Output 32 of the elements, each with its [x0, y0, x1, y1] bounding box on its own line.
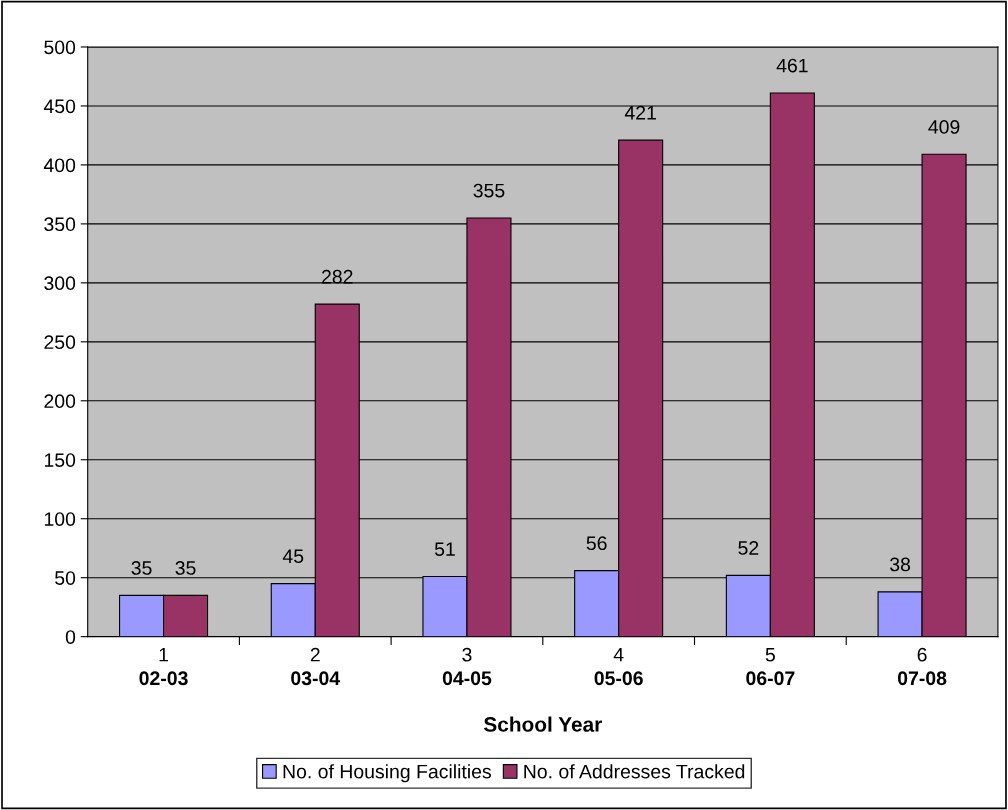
y-tick-label: 50 — [55, 571, 76, 585]
y-tick-label: 200 — [44, 394, 76, 409]
data-label: 355 — [473, 183, 505, 198]
x-tick-label: 4 05-06 — [594, 647, 643, 686]
y-tick-label: 0 — [65, 630, 76, 644]
legend-label: No. of Housing Facilities — [283, 764, 491, 783]
data-label: 35 — [175, 561, 196, 575]
x-tick-label: 1 02-03 — [139, 647, 188, 686]
y-tick-label: 400 — [43, 158, 76, 173]
y-tick-label: 500 — [44, 40, 76, 55]
data-label: 409 — [928, 120, 960, 134]
data-label: 461 — [776, 58, 808, 73]
y-tick-label: 100 — [44, 512, 76, 526]
data-label: 421 — [624, 105, 656, 120]
x-tick-label: 5 06-07 — [746, 647, 795, 686]
y-tick-label: 250 — [44, 335, 76, 350]
data-label: 51 — [434, 542, 455, 556]
data-label: 52 — [738, 541, 759, 555]
y-tick-label: 450 — [43, 99, 76, 114]
data-label: 45 — [282, 549, 304, 564]
y-tick-label: 300 — [44, 276, 76, 291]
x-axis-title: School Year — [483, 716, 602, 732]
x-tick-label: 6 07-08 — [897, 647, 947, 686]
data-label: 56 — [586, 536, 607, 551]
data-label: 35 — [131, 561, 152, 575]
legend-label: No. of Addresses Tracked — [524, 764, 745, 779]
x-tick-label: 3 04-05 — [442, 647, 492, 686]
data-label: 282 — [322, 269, 353, 284]
data-label: 38 — [890, 557, 911, 572]
y-tick-label: 350 — [44, 217, 76, 232]
x-tick-label: 2 03-04 — [291, 647, 341, 686]
y-tick-label: 150 — [44, 453, 76, 467]
